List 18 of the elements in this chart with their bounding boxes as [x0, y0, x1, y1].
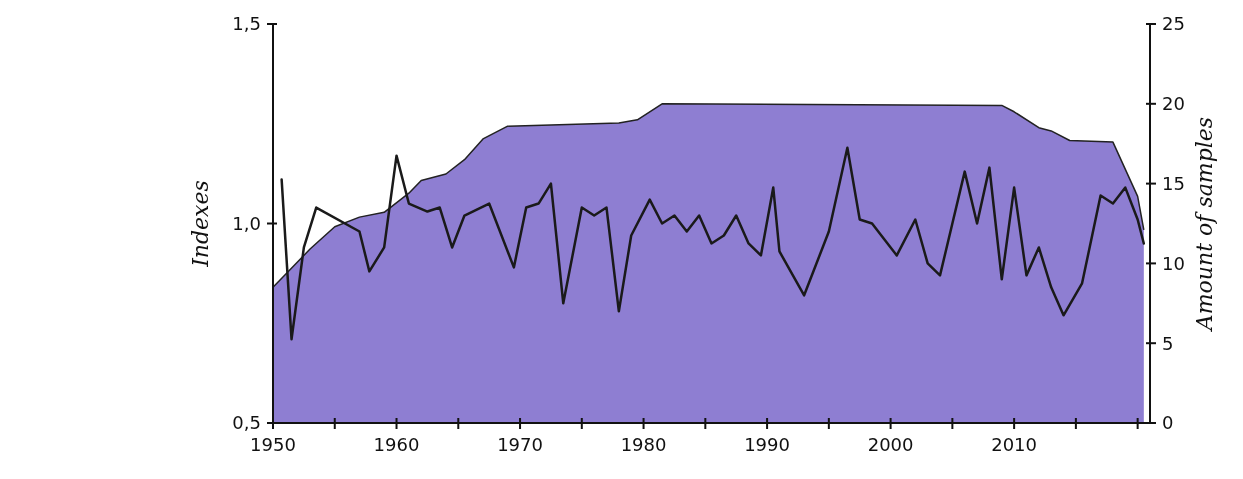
- y2-tick-label: 20: [1162, 93, 1185, 115]
- y2-tick-label: 10: [1162, 252, 1185, 274]
- y2-tick-label: 15: [1162, 172, 1185, 194]
- x-tick-label: 1980: [620, 434, 667, 455]
- y2-axis-title: Amount of samples: [1192, 116, 1217, 333]
- y-axis-title: Indexes: [188, 180, 213, 268]
- y-tick-label: 1,0: [232, 212, 261, 234]
- x-tick-label: 2000: [867, 434, 914, 455]
- x-tick-label: 1970: [497, 434, 543, 455]
- y2-tick-label: 5: [1162, 332, 1174, 354]
- x-tick-label: 1950: [250, 434, 296, 455]
- y-tick-label: 1,5: [232, 13, 261, 35]
- y-tick-label: 0,5: [232, 412, 261, 434]
- y2-tick-label: 0: [1162, 412, 1174, 434]
- y2-tick-label: 25: [1162, 13, 1185, 35]
- x-tick-label: 2010: [991, 434, 1038, 455]
- x-tick-label: 1960: [373, 434, 420, 455]
- x-tick-label: 1990: [744, 434, 790, 455]
